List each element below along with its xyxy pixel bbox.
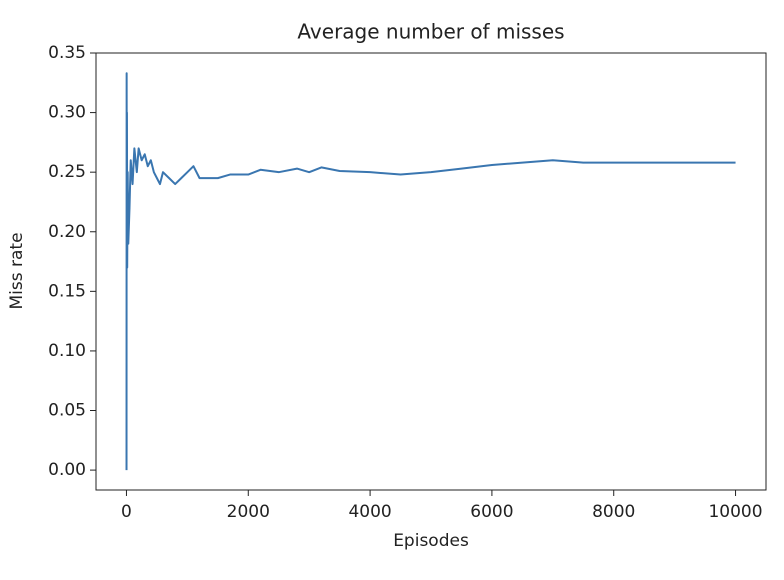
y-axis-label: Miss rate	[7, 232, 27, 309]
y-tick-label: 0.00	[48, 460, 86, 480]
x-tick-label: 4000	[348, 502, 391, 522]
y-tick-label: 0.15	[48, 281, 86, 301]
y-tick-label: 0.30	[48, 103, 86, 123]
x-axis-label: Episodes	[393, 531, 469, 551]
x-tick-label: 0	[121, 502, 132, 522]
chart-title: Average number of misses	[297, 20, 564, 44]
y-tick-label: 0.20	[48, 222, 86, 242]
x-tick-label: 8000	[592, 502, 635, 522]
y-tick-label: 0.10	[48, 341, 86, 361]
y-tick-label: 0.25	[48, 162, 86, 182]
x-tick-label: 10000	[708, 502, 762, 522]
data-line	[125, 72, 736, 471]
x-tick-label: 6000	[470, 502, 513, 522]
x-tick-label: 2000	[227, 502, 270, 522]
y-tick-label: 0.05	[48, 401, 86, 421]
y-tick-label: 0.35	[48, 43, 86, 63]
axes-frame	[95, 52, 767, 491]
